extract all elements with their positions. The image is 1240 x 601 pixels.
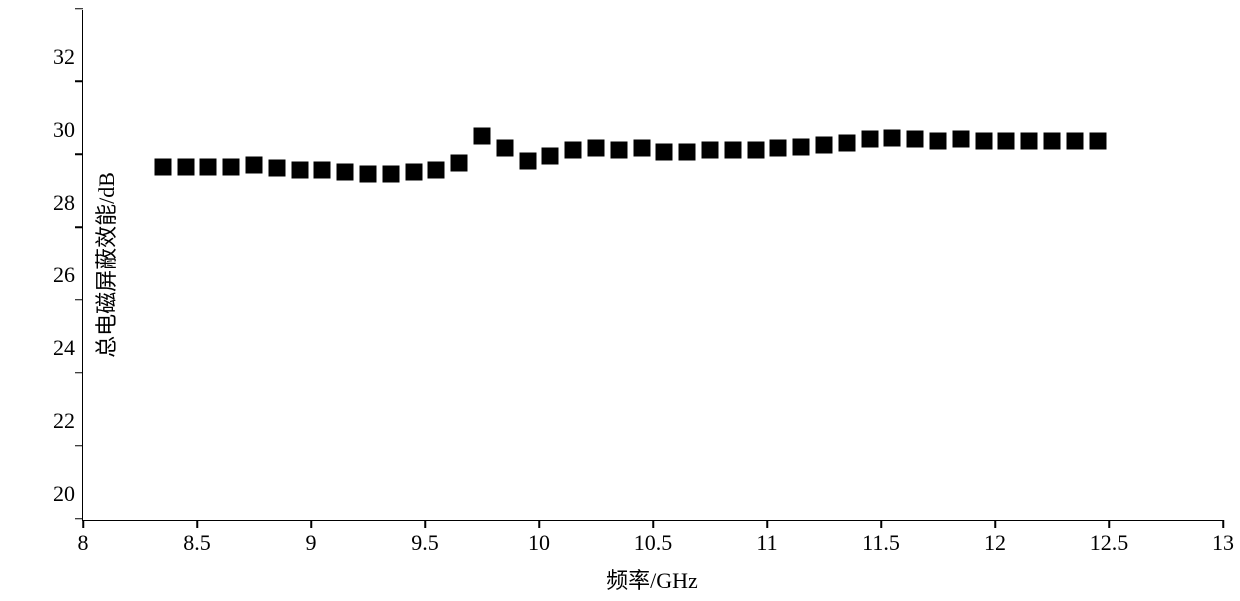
x-tick-label: 13 [1212, 530, 1234, 556]
data-point [724, 142, 741, 159]
x-tick-mark [424, 520, 426, 528]
x-tick-mark [652, 520, 654, 528]
data-point [884, 129, 901, 146]
data-point [154, 158, 171, 175]
data-point [1044, 133, 1061, 150]
x-tick-mark [1108, 520, 1110, 528]
x-tick-label: 11 [756, 530, 777, 556]
data-point [702, 142, 719, 159]
x-tick-mark [994, 520, 996, 528]
data-point [952, 131, 969, 148]
x-axis-label: 频率/GHz [606, 563, 698, 595]
data-point [1066, 133, 1083, 150]
x-tick-label: 9.5 [411, 530, 439, 556]
data-point [770, 140, 787, 157]
x-tick-mark [310, 520, 312, 528]
x-tick-label: 12 [984, 530, 1006, 556]
x-tick-label: 11.5 [862, 530, 900, 556]
y-tick-label: 32 [53, 44, 75, 70]
x-tick-mark [82, 520, 84, 528]
y-tick-label: 28 [53, 190, 75, 216]
y-tick-mark [75, 445, 83, 447]
y-tick-mark [75, 299, 83, 301]
data-point [314, 162, 331, 179]
y-tick-label: 22 [53, 408, 75, 434]
y-tick-mark [75, 81, 83, 83]
data-point [542, 147, 559, 164]
data-point [633, 140, 650, 157]
data-point [268, 160, 285, 177]
y-tick-label: 24 [53, 335, 75, 361]
data-point [428, 162, 445, 179]
data-point [382, 165, 399, 182]
data-point [474, 127, 491, 144]
data-point [565, 142, 582, 159]
data-point [405, 164, 422, 181]
data-point [223, 158, 240, 175]
y-tick-label: 20 [53, 481, 75, 507]
x-tick-label: 12.5 [1090, 530, 1129, 556]
y-tick-mark [75, 153, 83, 155]
data-point [838, 134, 855, 151]
data-point [656, 144, 673, 161]
data-point [930, 133, 947, 150]
y-tick-mark [75, 8, 83, 10]
chart-container: 总电磁屏蔽效能/dB 88.599.51010.51111.51212.5132… [0, 0, 1240, 601]
data-point [1021, 133, 1038, 150]
data-point [337, 164, 354, 181]
data-point [679, 144, 696, 161]
data-point [360, 165, 377, 182]
data-point [246, 156, 263, 173]
data-point [496, 140, 513, 157]
data-point [177, 158, 194, 175]
x-tick-mark [1222, 520, 1224, 528]
data-point [747, 142, 764, 159]
data-point [998, 133, 1015, 150]
data-point [975, 133, 992, 150]
data-point [861, 131, 878, 148]
x-tick-label: 8.5 [183, 530, 211, 556]
y-tick-mark [75, 226, 83, 228]
data-point [291, 162, 308, 179]
x-tick-mark [766, 520, 768, 528]
data-point [200, 158, 217, 175]
data-point [451, 155, 468, 172]
x-tick-mark [538, 520, 540, 528]
data-point [610, 142, 627, 159]
data-point [793, 138, 810, 155]
x-tick-mark [880, 520, 882, 528]
y-tick-mark [75, 372, 83, 374]
data-point [588, 140, 605, 157]
x-tick-label: 9 [306, 530, 317, 556]
y-tick-label: 26 [53, 262, 75, 288]
data-point [907, 131, 924, 148]
data-point [519, 153, 536, 170]
y-tick-label: 30 [53, 117, 75, 143]
plot-area: 88.599.51010.51111.51212.513202224262830… [82, 10, 1223, 521]
x-tick-label: 10.5 [634, 530, 673, 556]
x-tick-label: 10 [528, 530, 550, 556]
data-point [1089, 133, 1106, 150]
x-tick-mark [196, 520, 198, 528]
y-tick-mark [75, 518, 83, 520]
data-point [816, 136, 833, 153]
x-tick-label: 8 [78, 530, 89, 556]
